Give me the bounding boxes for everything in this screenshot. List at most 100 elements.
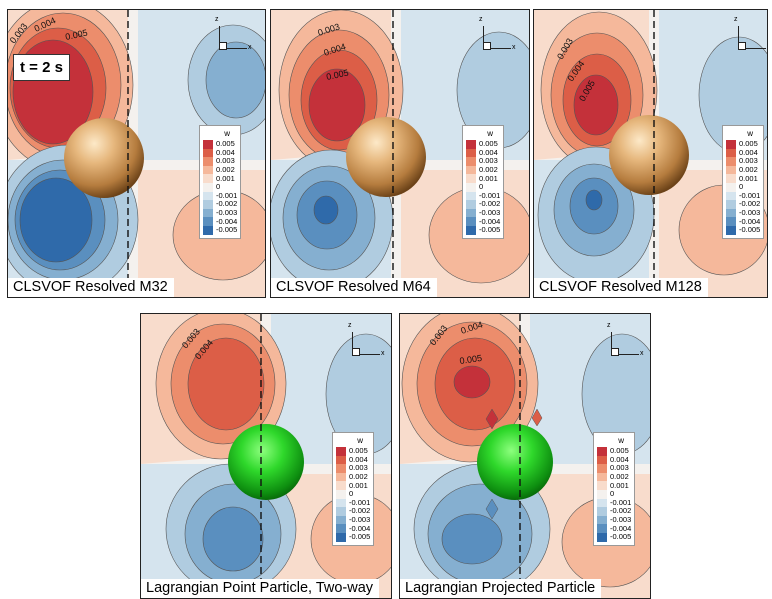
color-legend: w 0.005 0.004 0.003 0.002 0.001 0 -0.001 -0.002…: [722, 125, 765, 239]
legend-entry: 0.005: [336, 447, 370, 456]
contour-label: 0.005: [64, 27, 88, 41]
legend-entry: -0.004: [336, 524, 370, 533]
legend-entry: 0.001: [466, 174, 500, 183]
legend-label: -0.004: [739, 216, 761, 226]
contour-label: 0.005: [325, 67, 349, 81]
legend-entry: 0.005: [203, 140, 237, 149]
legend-swatch: [466, 217, 476, 226]
legend-label: 0.001: [349, 480, 368, 490]
legend-entry: 0.004: [597, 454, 631, 465]
legend-swatch: [336, 464, 346, 473]
z-axis-label: z: [215, 16, 219, 23]
legend-swatch: [203, 208, 213, 218]
legend-label: 0: [479, 182, 484, 192]
legend-label: 0.003: [216, 156, 235, 166]
panel-clsvof-m128: 0.003 0.004 0.005 z x w 0.0050.0040.0030…: [533, 9, 768, 298]
legend-swatch: [203, 200, 213, 209]
legend-entry: 0.001: [336, 481, 370, 490]
x-axis-label: x: [512, 44, 516, 51]
legend-label: -0.002: [610, 506, 632, 516]
legend-swatch: [726, 200, 736, 209]
legend-entry: 0.002: [203, 166, 237, 175]
legend-entry: -0.002: [203, 200, 237, 209]
legend-label: -0.005: [739, 225, 761, 235]
legend-entry: 0.004: [336, 454, 370, 465]
legend-swatch: [466, 140, 476, 149]
legend-title: w: [747, 129, 754, 138]
legend-swatch: [726, 148, 736, 158]
legend-entry: 0.002: [597, 473, 631, 482]
legend-rows: 0.005 0.004 0.003 0.002 0.001 0 -0.001 -0.002 -0…: [726, 140, 760, 235]
legend-swatch: [597, 464, 607, 473]
legend-title: w: [487, 129, 494, 138]
legend-label: -0.002: [349, 506, 371, 516]
legend-label: 0.003: [610, 463, 629, 473]
legend-entry: -0.005: [597, 533, 631, 542]
legend-label: 0.003: [349, 463, 368, 473]
legend-label: 0.005: [739, 139, 758, 149]
axis-triad: z x: [477, 16, 517, 58]
legend-entry: -0.004: [597, 524, 631, 533]
legend-entry: 0.003: [466, 157, 500, 166]
legend-swatch: [203, 225, 213, 235]
legend-swatch: [336, 532, 346, 542]
legend-entry: 0: [597, 490, 631, 499]
legend-label: 0.001: [610, 480, 629, 490]
z-axis-label: z: [734, 16, 738, 23]
legend-title: w: [224, 129, 231, 138]
axis-triad: z x: [732, 16, 767, 58]
legend-entry: -0.004: [726, 217, 760, 226]
legend-label: 0.003: [739, 156, 758, 166]
legend-swatch: [726, 217, 736, 226]
panel-clsvof-m32: 0.003 0.004 0.005 t = 2 s z x w 0.005 0.0…: [7, 9, 266, 298]
legend-label: -0.001: [349, 497, 371, 507]
legend-entry: -0.004: [203, 217, 237, 226]
legend-entry: 0.002: [726, 166, 760, 175]
legend-entry: -0.001: [597, 497, 632, 508]
legend-entry: -0.003: [336, 516, 370, 525]
legend-rows: 0.005 0.004 0.003 0.002 0.001 0 -0.001 -0.002 -0…: [597, 447, 631, 542]
axis-triad: z x: [213, 16, 253, 58]
particle-sphere: [64, 118, 144, 198]
legend-swatch: [203, 182, 213, 192]
legend-swatch: [726, 191, 736, 201]
legend-entry: -0.003: [597, 516, 631, 525]
legend-entry: 0.001: [203, 174, 237, 183]
legend-swatch: [466, 225, 476, 235]
legend-label: 0.004: [610, 454, 629, 464]
legend-label: 0.004: [349, 454, 368, 464]
legend-entry: -0.005: [203, 226, 237, 235]
x-axis-label: x: [381, 350, 385, 357]
legend-entry: 0.001: [726, 174, 760, 183]
legend-swatch: [466, 208, 476, 218]
legend-swatch: [597, 524, 607, 533]
legend-label: -0.003: [479, 208, 501, 218]
legend-label: -0.004: [349, 523, 371, 533]
legend-label: 0.002: [349, 472, 368, 482]
legend-label: -0.003: [349, 515, 371, 525]
contour-plot: 0.003 0.004 0.005: [8, 10, 265, 297]
legend-swatch: [203, 217, 213, 226]
legend-swatch: [466, 148, 476, 158]
legend-label: 0.005: [479, 139, 498, 149]
legend-label: -0.003: [739, 208, 761, 218]
legend-swatch: [726, 140, 736, 149]
legend-swatch: [597, 472, 607, 482]
legend-label: 0.002: [216, 165, 235, 175]
legend-swatch: [203, 165, 213, 175]
panel-lagrangian-projected-particle: 0.003 0.004 0.005 z x w 0.005 0.004 0.003 0…: [399, 313, 651, 599]
legend-label: -0.002: [739, 199, 761, 209]
legend-swatch: [726, 182, 736, 192]
legend-swatch: [466, 165, 476, 175]
legend-label: -0.001: [610, 497, 632, 507]
legend-entry: -0.005: [466, 226, 500, 235]
particle-sphere: [228, 424, 304, 500]
legend-label: -0.004: [216, 216, 238, 226]
legend-swatch: [466, 174, 476, 183]
panel-caption: CLSVOF Resolved M32: [8, 278, 174, 297]
z-axis-label: z: [348, 322, 352, 329]
legend-entry: 0.002: [466, 166, 500, 175]
legend-entry: -0.002: [726, 200, 760, 209]
legend-label: -0.005: [610, 532, 632, 542]
legend-entry: -0.001: [726, 191, 760, 201]
